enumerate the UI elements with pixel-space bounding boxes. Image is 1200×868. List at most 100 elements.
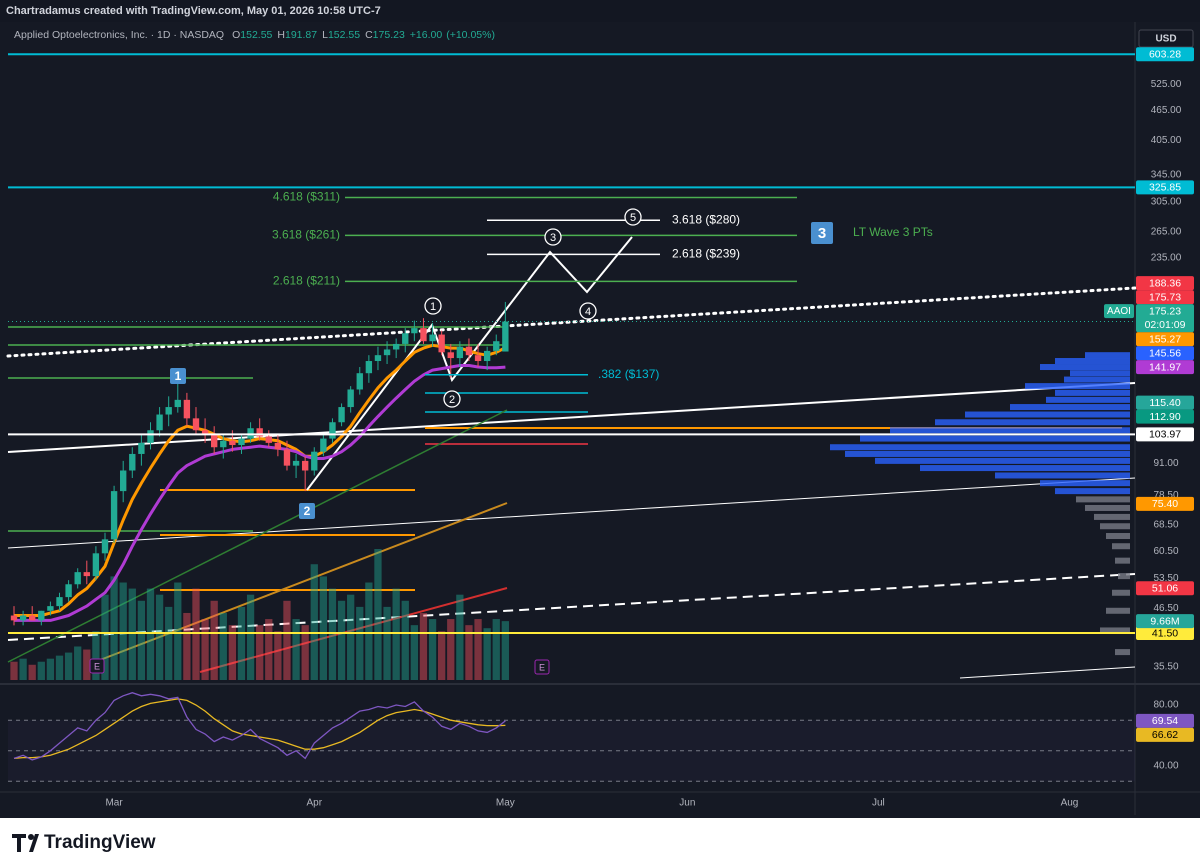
- wave-marker-label: 3: [818, 225, 826, 242]
- y-tick-label: 68.50: [1153, 519, 1178, 530]
- volume-profile-bar: [1055, 488, 1130, 495]
- candle-body: [201, 430, 209, 435]
- y-tick-label: 345.00: [1151, 170, 1182, 181]
- caption: Chartradamus created with TradingView.co…: [6, 5, 381, 17]
- volume-bar: [256, 625, 264, 680]
- candle-body: [283, 449, 291, 466]
- volume-bar: [37, 661, 45, 680]
- fib-label: 2.618 ($211): [273, 274, 340, 288]
- volume-profile-bar: [1070, 370, 1130, 377]
- volume-profile-bar: [890, 427, 1130, 434]
- wave-marker: [811, 222, 833, 244]
- rsi-tick-label: 80.00: [1153, 700, 1178, 711]
- volume-profile-bar: [1076, 496, 1130, 503]
- volume-profile-bar: [1085, 352, 1130, 359]
- volume-bar: [392, 588, 400, 680]
- volume-bar: [374, 548, 382, 680]
- x-tick-label: Mar: [105, 798, 123, 809]
- candle-body: [165, 407, 172, 415]
- y-tick-label: 305.00: [1151, 196, 1182, 207]
- ohlc-letter: O: [232, 29, 240, 41]
- volume-profile-bar: [1112, 589, 1130, 596]
- price-tag: [1136, 304, 1194, 333]
- volume-bar: [192, 588, 200, 680]
- candle-body: [301, 460, 309, 471]
- ohlc-letter: C: [365, 29, 373, 41]
- event-box: [534, 659, 550, 675]
- volume-bar: [128, 588, 136, 680]
- symbol-tag-label: AAOI: [1107, 306, 1131, 317]
- candle-body: [110, 491, 118, 540]
- fib-label: 4.618 ($311): [273, 190, 340, 204]
- price-tag: [1136, 47, 1194, 62]
- x-tick-label: Jun: [679, 798, 695, 809]
- volume-profile-bar: [995, 472, 1130, 479]
- volume-profile-bar: [1100, 627, 1130, 634]
- volume-bar: [183, 612, 191, 680]
- price-tag-label: 188.36: [1149, 277, 1181, 289]
- volume-bar: [165, 606, 173, 680]
- candle-body: [229, 440, 236, 446]
- volume-bar: [201, 619, 209, 680]
- price-tag-label: 175.73: [1149, 291, 1181, 303]
- volume-bar: [274, 631, 282, 680]
- price-tag-label: 155.27: [1149, 333, 1181, 345]
- volume-profile-bar: [830, 444, 1130, 451]
- slow-average: [199, 587, 508, 673]
- volume-bar: [301, 625, 309, 680]
- y-tick-label: 525.00: [1151, 79, 1182, 90]
- volume-bar: [92, 631, 100, 680]
- fib-label: 2.618 ($239): [672, 247, 740, 261]
- caption-bar: [0, 0, 1200, 22]
- candle-body: [447, 352, 454, 359]
- price-tag: [1136, 360, 1194, 375]
- wave-label: 4: [585, 306, 591, 318]
- candle-body: [329, 422, 336, 439]
- ohlc-value: 191.87: [285, 29, 317, 41]
- candle-body: [10, 615, 18, 621]
- volume-bar: [292, 619, 300, 680]
- volume-profile-bar: [1055, 358, 1130, 365]
- volume-bar: [465, 625, 473, 680]
- candle-body: [210, 434, 218, 448]
- trendline: [7, 382, 1136, 453]
- volume-bar: [483, 628, 491, 680]
- price-tag-label: 103.97: [1149, 429, 1181, 441]
- ohlc-value: 152.55: [240, 29, 272, 41]
- event-label: E: [539, 662, 545, 672]
- volume-profile-bar: [1055, 389, 1130, 396]
- volume-profile-bar: [1025, 383, 1130, 390]
- candle-body: [356, 373, 363, 390]
- rsi-tag-label: 69.54: [1152, 715, 1178, 727]
- candle-body: [120, 470, 127, 492]
- candle-body: [183, 399, 191, 419]
- candle-body: [493, 341, 500, 351]
- volume-profile-bar: [1040, 364, 1130, 371]
- candle-body: [483, 350, 491, 362]
- y-tick-label: 265.00: [1151, 227, 1182, 238]
- countdown: 02:01:09: [1145, 319, 1186, 331]
- trendline: [959, 666, 1136, 679]
- wave-label: 3: [550, 232, 556, 244]
- price-tag: [1136, 581, 1194, 596]
- candle-body: [56, 597, 63, 607]
- candle-body: [429, 334, 436, 342]
- price-tag-label: 41.50: [1152, 627, 1178, 639]
- candle-body: [156, 414, 163, 431]
- volume-profile-bar: [935, 419, 1130, 426]
- volume-bar: [110, 576, 118, 680]
- price-tag: [1136, 290, 1194, 305]
- candle-body: [320, 438, 327, 452]
- candle-body: [101, 539, 109, 554]
- ohlc-letter: L: [322, 29, 328, 41]
- volume-bar: [74, 646, 82, 680]
- volume-profile-bar: [1094, 513, 1130, 520]
- wave-circle: [579, 302, 597, 320]
- price-tag-label: 325.85: [1149, 182, 1181, 194]
- wave-label: 2: [449, 394, 455, 406]
- volume-bar: [474, 619, 482, 680]
- y-tick-label: 35.50: [1153, 661, 1178, 672]
- volume-bar: [501, 621, 509, 680]
- wave-label: 5: [630, 212, 636, 224]
- annotation: LT Wave 3 PTs: [853, 225, 933, 239]
